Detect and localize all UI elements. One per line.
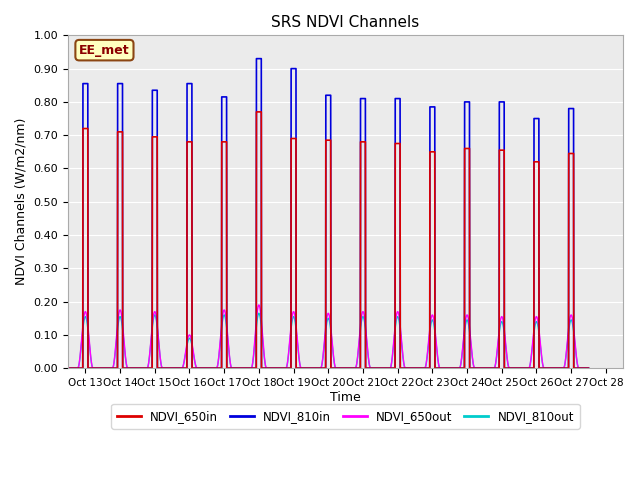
Text: EE_met: EE_met [79,44,130,57]
NDVI_650out [585,365,593,371]
NDVI_810out [359,314,367,320]
NDVI_810in [287,66,295,72]
Line: NDVI_810out: NDVI_810out [68,313,589,368]
NDVI_810in [154,365,161,371]
NDVI_650in [287,136,295,142]
Line: NDVI_810in: NDVI_810in [68,59,589,368]
NDVI_810out [563,346,571,351]
NDVI_650in [223,365,230,371]
NDVI_810in [253,56,260,61]
NDVI_810in [585,365,593,371]
NDVI_810out [458,355,465,361]
NDVI_650in [585,365,593,371]
NDVI_650out [360,311,368,316]
Line: NDVI_650out: NDVI_650out [68,305,589,368]
NDVI_650out [255,302,262,308]
NDVI_810in [64,365,72,371]
NDVI_650in [253,109,260,115]
NDVI_650out [120,338,128,344]
NDVI_810out [534,320,541,326]
NDVI_810out [255,311,262,316]
NDVI_650out [563,344,571,349]
Legend: NDVI_650in, NDVI_810in, NDVI_650out, NDVI_810out: NDVI_650in, NDVI_810in, NDVI_650out, NDV… [111,404,580,429]
NDVI_650out [359,309,367,314]
Title: SRS NDVI Channels: SRS NDVI Channels [271,15,420,30]
NDVI_810in [223,365,230,371]
NDVI_810in [359,96,367,101]
NDVI_650out [64,365,72,371]
X-axis label: Time: Time [330,391,361,404]
NDVI_810out [360,315,368,321]
NDVI_650in [252,365,260,371]
NDVI_650in [359,139,367,145]
Y-axis label: NDVI Channels (W/m2/nm): NDVI Channels (W/m2/nm) [15,118,28,286]
NDVI_810in [292,66,300,72]
NDVI_650in [154,365,161,371]
Line: NDVI_650in: NDVI_650in [68,112,589,368]
NDVI_650in [64,365,72,371]
NDVI_810out [585,365,593,371]
NDVI_810out [64,365,72,371]
NDVI_650out [458,354,465,360]
NDVI_650out [534,315,541,321]
NDVI_810out [120,342,128,348]
NDVI_810in [252,365,260,371]
NDVI_650in [292,136,300,142]
